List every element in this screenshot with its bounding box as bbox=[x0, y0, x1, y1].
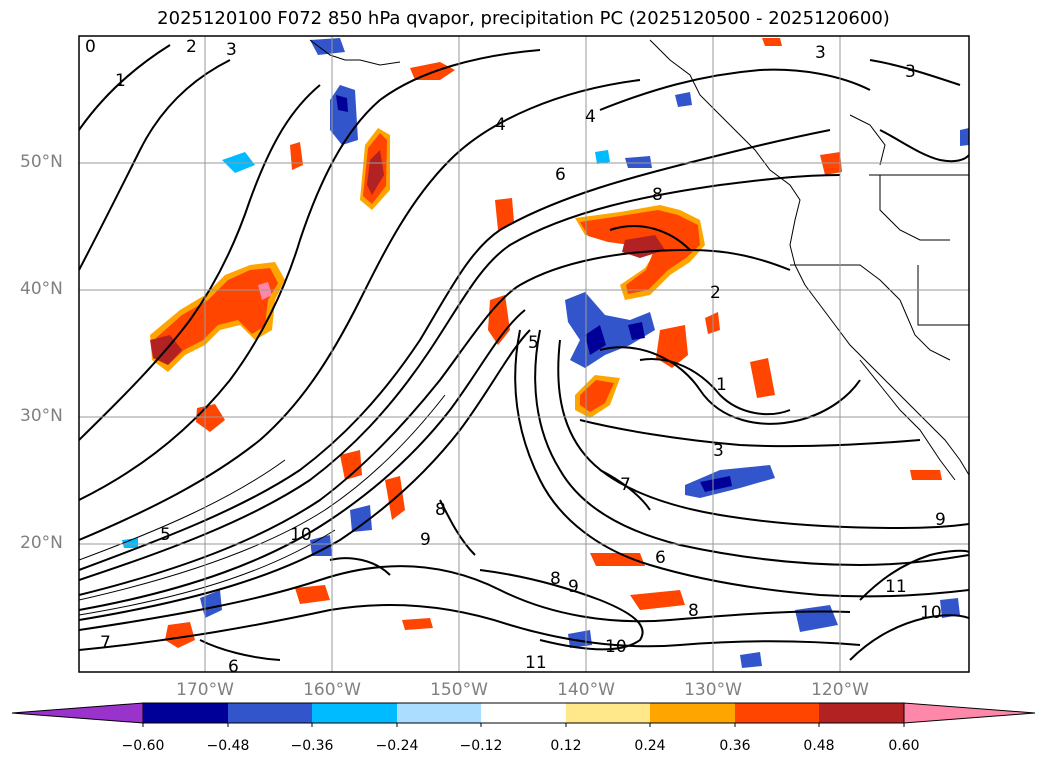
lon-label: 150°W bbox=[430, 680, 488, 700]
contour-label: 8 bbox=[550, 569, 561, 589]
colorbar-frame bbox=[142, 702, 905, 724]
graticule bbox=[79, 36, 969, 672]
precip-fill-negative bbox=[122, 38, 969, 668]
lat-label: 20°N bbox=[20, 533, 63, 553]
colorbar-swatch bbox=[819, 703, 904, 723]
map-frame bbox=[78, 35, 970, 673]
colorbar-swatch bbox=[566, 703, 650, 723]
colorbar-high-arrow bbox=[903, 702, 1036, 724]
contour-label: 6 bbox=[655, 548, 666, 568]
map-title: 2025120100 F072 850 hPa qvapor, precipit… bbox=[157, 8, 890, 29]
contour-label: 9 bbox=[935, 510, 946, 530]
contour-label: 10 bbox=[290, 525, 312, 545]
colorbar-swatch bbox=[397, 703, 481, 723]
contour-label: 3 bbox=[905, 62, 916, 82]
contour-label: 5 bbox=[160, 525, 171, 545]
lon-label: 120°W bbox=[811, 680, 869, 700]
colorbar-swatch bbox=[735, 703, 819, 723]
contour-labels: 0 1 2 3 3 3 4 4 5 6 6 7 8 8 8 9 9 10 10 … bbox=[85, 37, 946, 677]
contour-label: 8 bbox=[652, 185, 663, 205]
colorbar-swatch bbox=[228, 703, 312, 723]
colorbar-swatch bbox=[312, 703, 397, 723]
colorbar-tick-label: −0.60 bbox=[121, 738, 165, 754]
contour-label: 4 bbox=[585, 107, 596, 127]
colorbar-tick-label: −0.12 bbox=[459, 738, 503, 754]
contour-label: 2 bbox=[186, 37, 197, 57]
contour-label: 10 bbox=[605, 637, 627, 657]
colorbar-tick-label: −0.48 bbox=[206, 738, 250, 754]
contour-label: 9 bbox=[568, 577, 579, 597]
colorbar-tick-label: 0.24 bbox=[634, 738, 666, 754]
contour-label: 1 bbox=[115, 71, 126, 91]
colorbar-tick-label: 0.36 bbox=[719, 738, 751, 754]
contour-label: 10 bbox=[920, 603, 942, 623]
qvapor-contours bbox=[79, 44, 969, 661]
lat-label: 40°N bbox=[20, 279, 63, 299]
contour-label: 5 bbox=[528, 333, 539, 353]
contour-label: 9 bbox=[420, 530, 431, 550]
contour-label: 8 bbox=[688, 601, 699, 621]
contour-label: 11 bbox=[525, 653, 547, 673]
colorbar bbox=[11, 702, 1036, 727]
lon-label: 140°W bbox=[557, 680, 615, 700]
colorbar-tick-label: 0.60 bbox=[888, 738, 920, 754]
contour-label: 7 bbox=[100, 633, 111, 653]
colorbar-tick-label: 0.48 bbox=[803, 738, 835, 754]
colorbar-tick-label: −0.36 bbox=[290, 738, 334, 754]
contour-label: 1 bbox=[716, 375, 727, 395]
contour-label: 3 bbox=[713, 441, 724, 461]
lat-label: 50°N bbox=[20, 152, 63, 172]
lon-label: 130°W bbox=[684, 680, 742, 700]
lon-label: 170°W bbox=[176, 680, 234, 700]
contour-label: 0 bbox=[85, 37, 96, 57]
colorbar-tick-label: −0.24 bbox=[375, 738, 419, 754]
contour-label: 3 bbox=[815, 43, 826, 63]
map-background bbox=[79, 36, 969, 672]
contour-label: 2 bbox=[710, 283, 721, 303]
colorbar-swatch bbox=[650, 703, 735, 723]
contour-label: 6 bbox=[555, 165, 566, 185]
contour-label: 4 bbox=[495, 115, 506, 135]
contour-label: 8 bbox=[435, 500, 446, 520]
colorbar-tick-label: 0.12 bbox=[550, 738, 582, 754]
contour-label: 3 bbox=[226, 40, 237, 60]
colorbar-swatch bbox=[481, 703, 566, 723]
colorbar-low-arrow bbox=[11, 702, 144, 724]
contour-label: 11 bbox=[885, 577, 907, 597]
contour-label: 7 bbox=[620, 475, 631, 495]
lon-label: 160°W bbox=[303, 680, 361, 700]
contour-label: 6 bbox=[228, 657, 239, 677]
colorbar-swatch bbox=[143, 703, 228, 723]
lat-label: 30°N bbox=[20, 406, 63, 426]
